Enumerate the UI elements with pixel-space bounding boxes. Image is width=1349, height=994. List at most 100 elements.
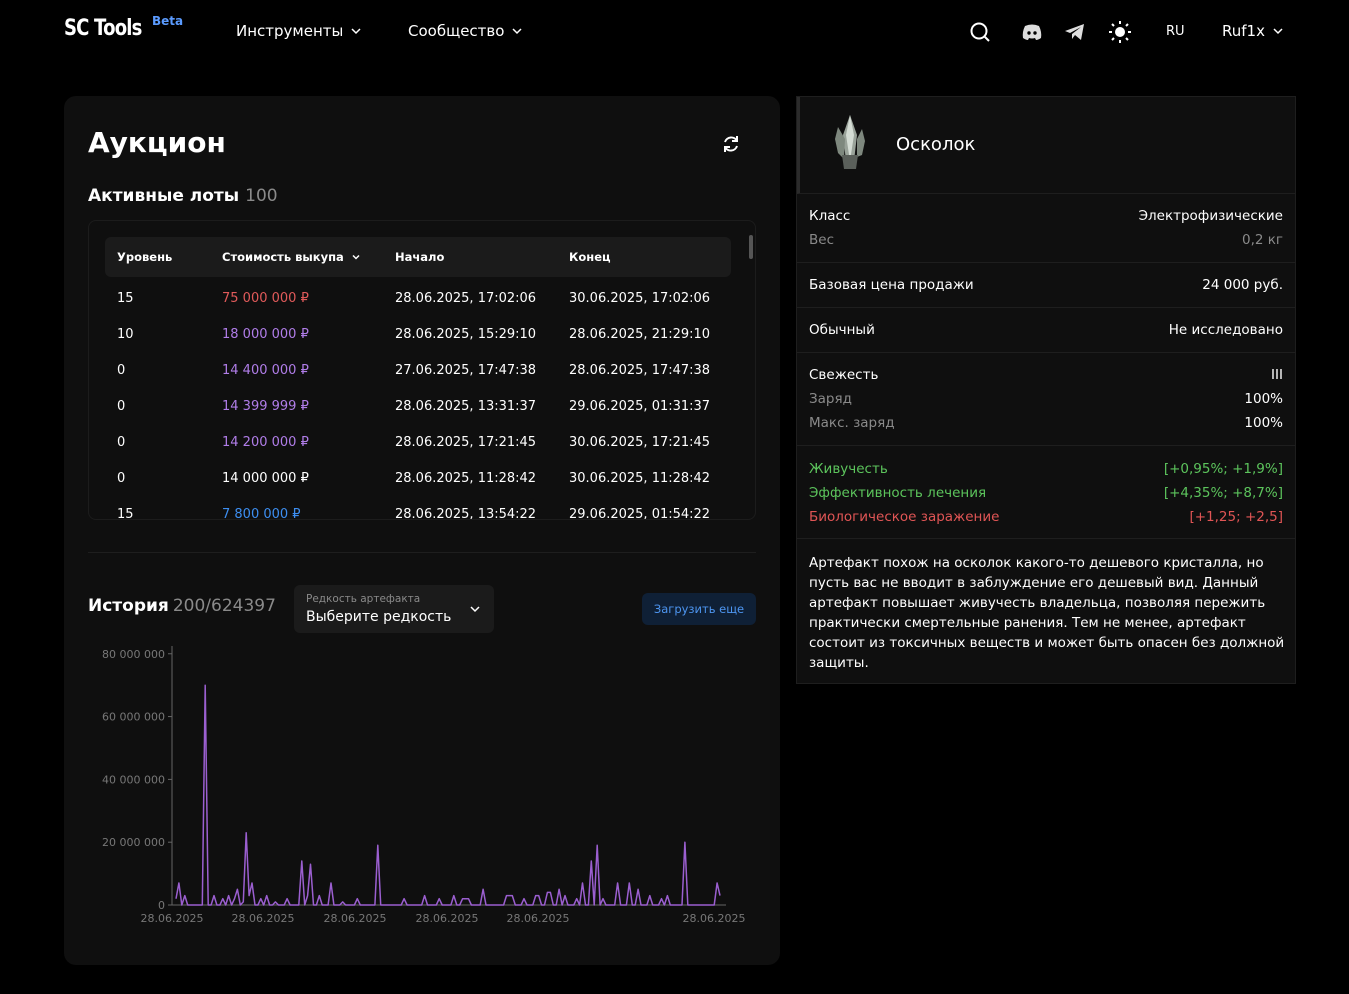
max-charge-value: 100%	[1244, 415, 1283, 431]
theme-sun-icon[interactable]	[1108, 20, 1132, 44]
cell-end: 29.06.2025, 01:54:22	[569, 507, 711, 520]
cell-price: 7 800 000 ₽	[222, 507, 301, 520]
language-switch[interactable]: RU	[1166, 24, 1185, 39]
cell-level: 0	[117, 471, 126, 486]
max-charge-row: Макс. заряд 100%	[809, 415, 1283, 435]
cell-end: 30.06.2025, 17:02:06	[569, 291, 711, 306]
description-section: Артефакт похож на осколок какого-то деше…	[797, 539, 1295, 684]
class-row: Класс Электрофизические	[809, 208, 1283, 228]
freshness-row: Свежесть III	[809, 367, 1283, 387]
x-tick-label: 28.06.2025	[683, 912, 746, 925]
nav-tools[interactable]: Инструменты	[236, 22, 363, 40]
stat-row: Эффективность лечения [+4,35%; +8,7%]	[809, 485, 1283, 505]
cell-end: 30.06.2025, 11:28:42	[569, 471, 711, 486]
search-icon[interactable]	[968, 20, 992, 44]
freshness-section: Свежесть III Заряд 100% Макс. заряд 100%	[797, 353, 1295, 446]
table-row[interactable]: 0 14 200 000 ₽ 28.06.2025, 17:21:45 30.06.2…	[105, 425, 731, 461]
x-tick-label: 28.06.2025	[232, 912, 295, 925]
active-lots-count: 100	[245, 186, 278, 206]
class-label: Класс	[809, 208, 851, 224]
auction-panel: Аукцион Активные лоты 100 Уровень Стоимос…	[64, 96, 780, 965]
y-tick-label: 40 000 000	[102, 773, 165, 786]
cell-start: 28.06.2025, 15:29:10	[395, 327, 537, 342]
scroll-thumb[interactable]	[749, 235, 753, 259]
charge-row: Заряд 100%	[809, 391, 1283, 411]
cell-level: 0	[117, 363, 126, 378]
weight-value: 0,2 кг	[1241, 232, 1283, 248]
rarity-value: Не исследовано	[1168, 322, 1283, 338]
page-title: Аукцион	[88, 126, 226, 159]
cell-end: 28.06.2025, 21:29:10	[569, 327, 711, 342]
cell-level: 0	[117, 435, 126, 450]
weight-label: Вес	[809, 232, 834, 248]
table-row[interactable]: 0 14 000 000 ₽ 28.06.2025, 11:28:42 30.06.2…	[105, 461, 731, 497]
history-heading: История 200/624397	[88, 596, 276, 616]
cell-start: 28.06.2025, 13:54:22	[395, 507, 537, 520]
column-end[interactable]: Конец	[569, 250, 611, 264]
artifact-crystal-icon	[835, 115, 865, 169]
stat-row: Биологическое заражение [+1,25; +2,5]	[809, 509, 1283, 529]
stats-section: Живучесть [+0,95%; +1,9%] Эффективность …	[797, 446, 1295, 539]
base-price-label: Базовая цена продажи	[809, 277, 974, 293]
table-row[interactable]: 10 18 000 000 ₽ 28.06.2025, 15:29:10 28.06.…	[105, 317, 731, 353]
cell-price: 14 399 999 ₽	[222, 399, 309, 414]
cell-price: 14 400 000 ₽	[222, 363, 309, 378]
price-series-line	[175, 684, 721, 906]
cell-level: 10	[117, 327, 134, 342]
table-row[interactable]: 15 75 000 000 ₽ 28.06.2025, 17:02:06 30.06.…	[105, 281, 731, 317]
discord-icon[interactable]	[1020, 20, 1044, 44]
sort-chevron-icon	[352, 254, 360, 260]
y-tick-label: 60 000 000	[102, 711, 165, 724]
rarity-select[interactable]: Редкость артефакта Выберите редкость	[294, 585, 494, 633]
cell-level: 15	[117, 291, 134, 306]
table-row[interactable]: 0 14 399 999 ₽ 28.06.2025, 13:31:37 29.06.2…	[105, 389, 731, 425]
logo[interactable]: SC Tools	[64, 16, 142, 41]
item-card: Осколок Класс Электрофизические Вес 0,2 …	[796, 96, 1296, 684]
cell-end: 28.06.2025, 17:47:38	[569, 363, 711, 378]
y-tick-label: 20 000 000	[102, 836, 165, 849]
table-row[interactable]: 0 14 400 000 ₽ 27.06.2025, 17:47:38 28.06.2…	[105, 353, 731, 389]
nav-tools-label: Инструменты	[236, 22, 344, 40]
table-scrollbar[interactable]	[749, 227, 753, 513]
cell-start: 28.06.2025, 13:31:37	[395, 399, 537, 414]
load-more-button[interactable]: Загрузить еще	[642, 593, 756, 625]
column-price[interactable]: Стоимость выкупа	[222, 250, 362, 264]
active-lots-label: Активные лоты	[88, 186, 240, 206]
y-tick-label: 80 000 000	[102, 648, 165, 661]
telegram-icon[interactable]	[1063, 20, 1087, 44]
weight-row: Вес 0,2 кг	[809, 232, 1283, 252]
nav-community[interactable]: Сообщество	[408, 22, 524, 40]
cell-end: 30.06.2025, 17:21:45	[569, 435, 711, 450]
column-level[interactable]: Уровень	[117, 250, 173, 264]
username: Ruf1x	[1222, 22, 1265, 40]
divider	[88, 552, 756, 553]
cell-level: 0	[117, 399, 126, 414]
stat-label: Живучесть	[809, 461, 888, 477]
cell-price: 75 000 000 ₽	[222, 291, 309, 306]
rarity-select-value: Выберите редкость	[306, 609, 452, 625]
class-value: Электрофизические	[1138, 208, 1283, 224]
item-description: Артефакт похож на осколок какого-то деше…	[809, 555, 1285, 671]
chevron-down-icon	[470, 606, 480, 613]
user-menu[interactable]: Ruf1x	[1222, 22, 1285, 40]
beta-badge: Beta	[152, 14, 184, 28]
table-row[interactable]: 15 7 800 000 ₽ 28.06.2025, 13:54:22 29.06.2…	[105, 497, 731, 520]
cell-end: 29.06.2025, 01:31:37	[569, 399, 711, 414]
y-tick-label: 0	[158, 899, 165, 912]
freshness-label: Свежесть	[809, 367, 879, 383]
top-bar: SC Tools Beta Инструменты Сообщество RU …	[0, 0, 1349, 64]
base-price-value: 24 000 руб.	[1202, 277, 1283, 293]
cell-price: 14 000 000 ₽	[222, 471, 309, 486]
active-lots-heading: Активные лоты 100	[88, 186, 278, 206]
column-start[interactable]: Начало	[395, 250, 445, 264]
refresh-icon[interactable]	[720, 133, 742, 155]
cell-price: 14 200 000 ₽	[222, 435, 309, 450]
item-name: Осколок	[896, 134, 976, 155]
cell-price: 18 000 000 ₽	[222, 327, 309, 342]
history-label: История	[88, 596, 169, 616]
item-header: Осколок	[797, 97, 1295, 194]
stat-label: Биологическое заражение	[809, 509, 1000, 525]
stat-label: Эффективность лечения	[809, 485, 987, 501]
chevron-down-icon	[1273, 28, 1283, 35]
cell-start: 27.06.2025, 17:47:38	[395, 363, 537, 378]
